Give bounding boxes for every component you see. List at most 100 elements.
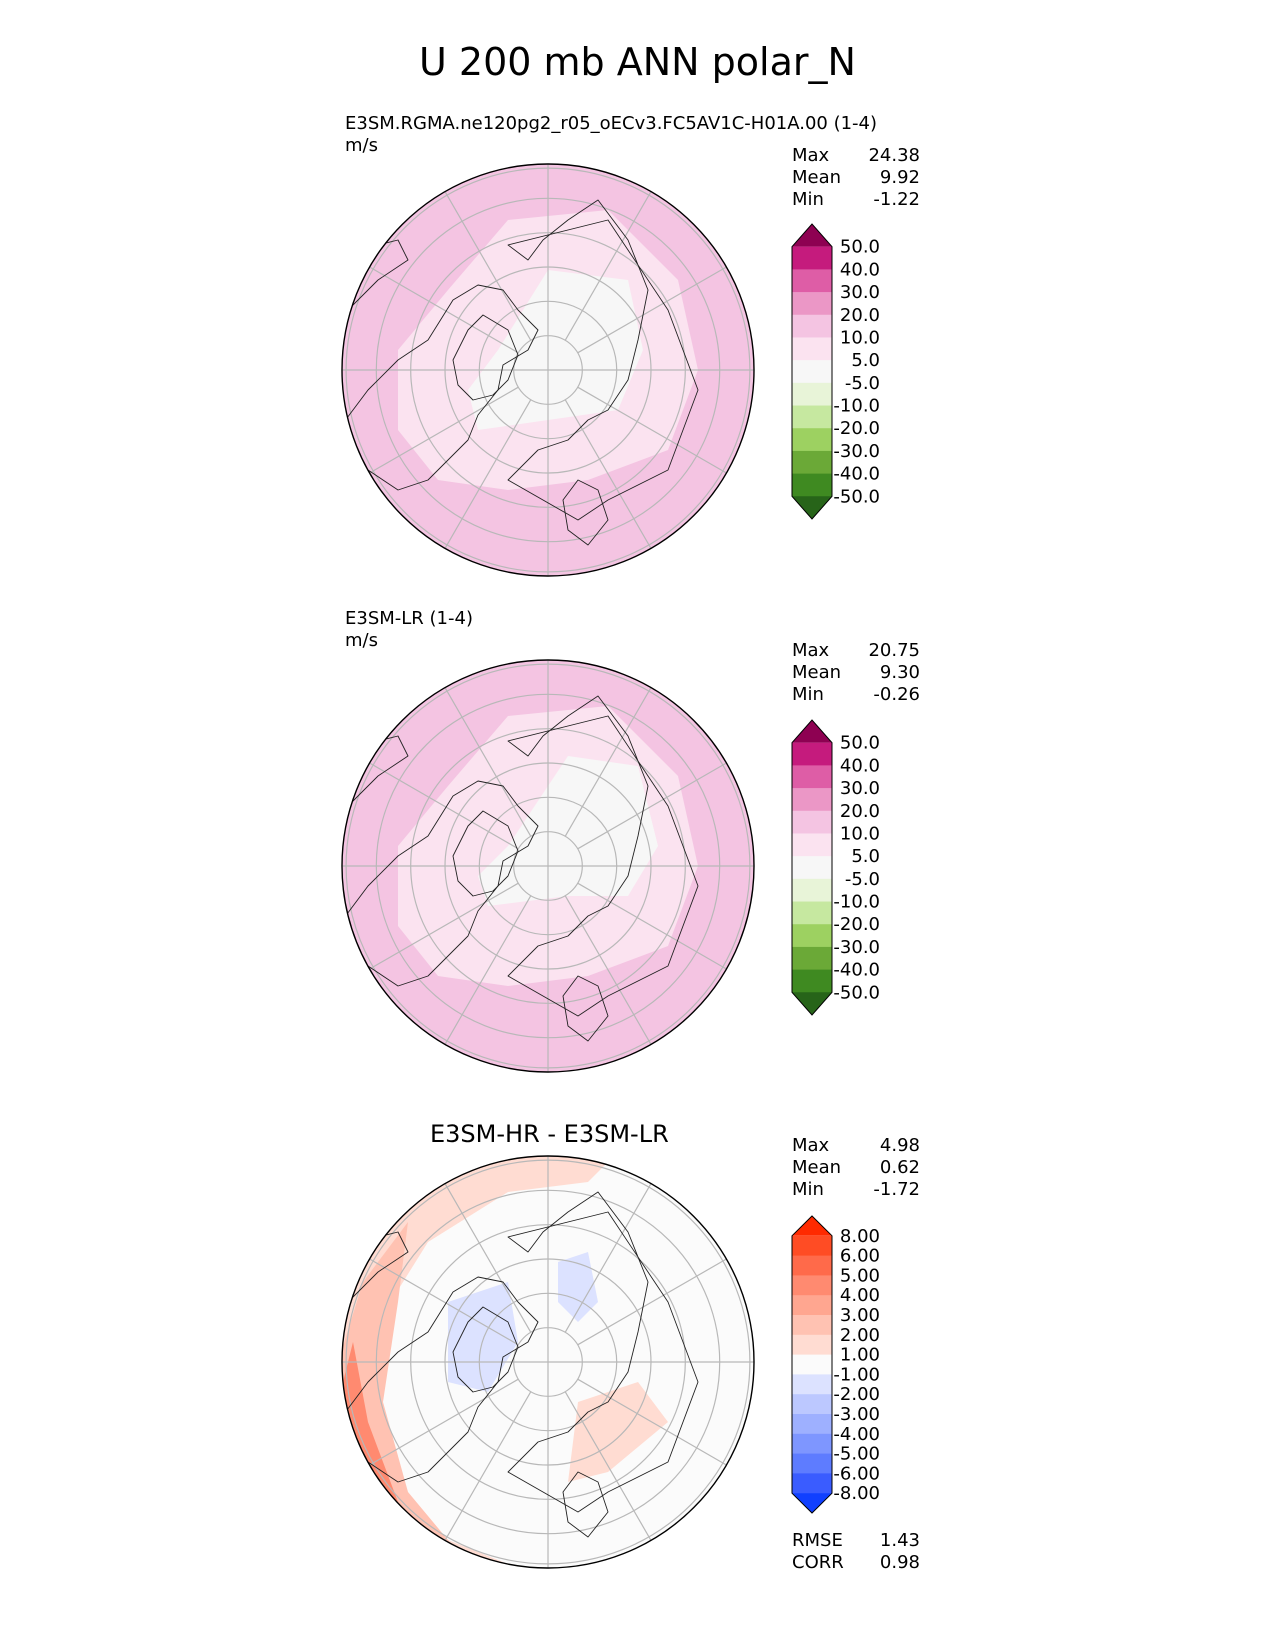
colorbar-segment — [792, 314, 832, 338]
colorbar-segment — [792, 428, 832, 452]
coastline — [507, 695, 699, 1017]
colorbar-tick-label: 10.0 — [840, 824, 880, 845]
coastline — [452, 810, 519, 897]
colorbar-segment — [792, 405, 832, 429]
colorbar-segment — [792, 946, 832, 971]
colorbar-segment — [792, 1315, 832, 1336]
colorbar-extend-top — [792, 720, 832, 743]
meridian-gridline — [564, 191, 652, 341]
colorbar-tick-label: 30.0 — [840, 778, 880, 799]
panel3-max: 4.98 — [879, 1135, 920, 1156]
colorbar-tick-label: 40.0 — [840, 259, 880, 280]
panel2-mean: 9.30 — [879, 662, 920, 683]
colorbar-tick-label: -1.00 — [833, 1364, 880, 1385]
panel1-map — [341, 163, 755, 577]
coastline — [562, 975, 609, 1042]
meridian-gridline — [564, 399, 652, 549]
colorbar-extend-top — [792, 224, 832, 247]
meridian-gridline — [444, 687, 532, 837]
meridian-gridline — [444, 191, 532, 341]
meridian-gridline — [444, 1391, 532, 1541]
colorbar-tick-label: 50.0 — [840, 733, 880, 754]
colorbar-tick-label: 40.0 — [840, 755, 880, 776]
colorbar-segment — [792, 1414, 832, 1435]
panel1-colorbar: 50.040.030.020.010.05.0-5.0-10.0-20.0-30… — [791, 223, 880, 520]
meridian-gridline — [564, 1183, 652, 1333]
colorbar-segment — [792, 360, 832, 384]
colorbar-tick-label: 30.0 — [840, 282, 880, 303]
meridian-gridline — [369, 1258, 519, 1346]
panel3-title: E3SM-HR - E3SM-LR — [430, 1120, 669, 1148]
meridian-gridline — [369, 1378, 519, 1466]
colorbar-tick-label: 8.00 — [840, 1226, 880, 1247]
meridian-gridline — [577, 762, 727, 850]
colorbar-tick-label: -10.0 — [833, 892, 880, 913]
field-core — [468, 270, 643, 430]
colorbar-tick-label: 5.0 — [851, 846, 880, 867]
colorbar-tick-label: 1.00 — [840, 1345, 880, 1366]
colorbar-tick-label: 2.00 — [840, 1325, 880, 1346]
diff-negative-patch — [448, 1282, 518, 1392]
colorbar-tick-label: -10.0 — [833, 396, 880, 417]
colorbar-segment — [792, 473, 832, 497]
figure-title: U 200 mb ANN polar_N — [419, 40, 856, 84]
colorbar-extend-bottom — [792, 1493, 832, 1513]
colorbar-segment — [792, 788, 832, 812]
colorbar-segment — [792, 450, 832, 475]
colorbar-segment — [792, 1354, 832, 1375]
colorbar-segment — [792, 1394, 832, 1415]
meridian-gridline — [577, 1258, 727, 1346]
panel3-field — [342, 1156, 754, 1568]
meridian-gridline — [444, 895, 532, 1045]
colorbar-segment — [792, 810, 832, 834]
colorbar-tick-label: -40.0 — [833, 960, 880, 981]
colorbar-tick-label: 4.00 — [840, 1285, 880, 1306]
colorbar-segment — [792, 1433, 832, 1455]
coastline — [342, 284, 539, 491]
colorbar-tick-label: -40.0 — [833, 464, 880, 485]
coastline — [507, 199, 699, 521]
colorbar-tick-label: 10.0 — [840, 328, 880, 349]
colorbar-segment — [792, 765, 832, 789]
colorbar-tick-label: -2.00 — [833, 1384, 880, 1405]
panel1-mean: 9.92 — [879, 167, 920, 188]
colorbar-tick-label: -4.00 — [833, 1424, 880, 1445]
meridian-gridline — [369, 762, 519, 850]
colorbar-tick-label: -5.0 — [845, 869, 880, 890]
panel3-stats: Max 4.98 Mean 0.62 Min -1.72 — [792, 1135, 920, 1200]
colorbar-tick-label: 6.00 — [840, 1246, 880, 1267]
panel3-corr: 0.98 — [879, 1552, 920, 1573]
meridian-gridline — [369, 266, 519, 354]
meridian-gridline — [564, 687, 652, 837]
panel2-map — [341, 659, 755, 1073]
panel2-max: 20.75 — [868, 640, 920, 661]
meridian-gridline — [444, 1183, 532, 1333]
colorbar-tick-label: 20.0 — [840, 801, 880, 822]
panel2-colorbar: 50.040.030.020.010.05.0-5.0-10.0-20.0-30… — [791, 719, 880, 1016]
colorbar-segment — [792, 1334, 832, 1356]
coastline — [452, 314, 519, 401]
meridian-gridline — [577, 1378, 727, 1466]
panel2-stats: Max 20.75 Mean 9.30 Min -0.26 — [792, 640, 920, 705]
colorbar-segment — [792, 246, 832, 270]
colorbar-segment — [792, 742, 832, 766]
colorbar-segment — [792, 269, 832, 293]
colorbar-tick-label: -5.0 — [845, 373, 880, 394]
colorbar-segment — [792, 1374, 832, 1395]
colorbar-segment — [792, 1453, 832, 1474]
panel2-title: E3SM-LR (1-4) — [345, 608, 473, 629]
meridian-gridline — [577, 386, 727, 474]
colorbar-tick-label: -5.00 — [833, 1444, 880, 1465]
panel3-metrics: RMSE 1.43 CORR 0.98 — [792, 1530, 920, 1573]
colorbar-outline — [791, 223, 833, 520]
colorbar-tick-label: 5.00 — [840, 1265, 880, 1286]
meridian-gridline — [564, 1391, 652, 1541]
colorbar-tick-label: -30.0 — [833, 937, 880, 958]
map-frame — [341, 163, 755, 577]
colorbar-extend-bottom — [792, 496, 832, 519]
panel3-rmse: 1.43 — [879, 1530, 920, 1551]
colorbar-segment — [792, 901, 832, 925]
colorbar-segment — [792, 1275, 832, 1296]
map-frame — [341, 1155, 755, 1569]
